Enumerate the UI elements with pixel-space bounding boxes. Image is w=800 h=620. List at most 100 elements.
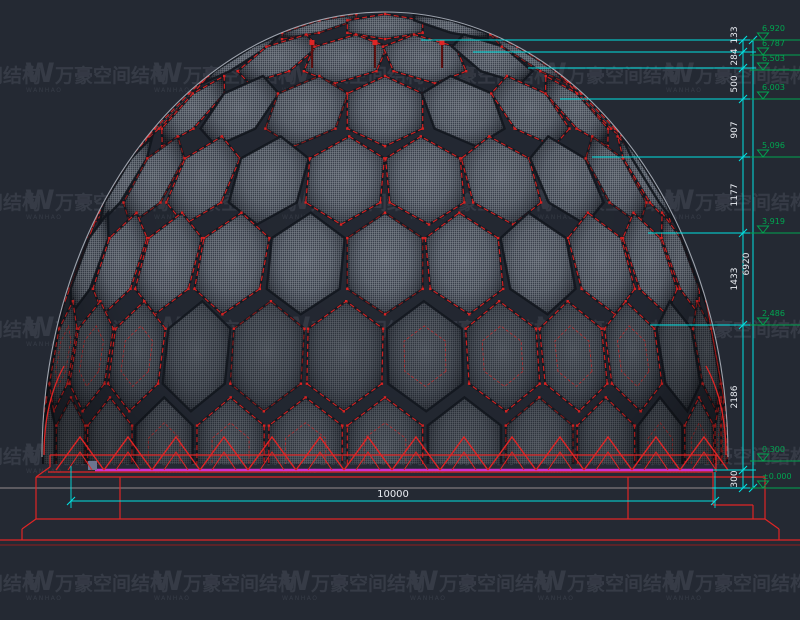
elevation-flag: 6.787 (750, 39, 800, 56)
brace-triangle (247, 435, 297, 471)
watermark-company-text: 万豪空间结构 (0, 572, 41, 595)
brace-triangle (631, 435, 681, 471)
watermark-logo-subtext: WANHAO (154, 595, 190, 602)
brace-triangle-inner (259, 451, 285, 471)
watermark-logo-subtext: WANHAO (538, 595, 574, 602)
elevation-label: ±0.000 (762, 472, 792, 481)
overall-height-label: 6920 (742, 252, 752, 275)
apex-node (309, 40, 315, 45)
dimension-label: 284 (730, 48, 740, 65)
watermark-logo-icon: W (665, 58, 695, 89)
dome-silhouette (41, 11, 729, 458)
watermark-logo-subtext: WANHAO (282, 595, 318, 602)
watermark-company-text: 万豪空间结构 (438, 572, 553, 595)
watermark-company-text: 万豪空间结构 (182, 572, 297, 595)
elevation-triangle-icon (756, 62, 770, 71)
elevation-flags: 6.920 6.787 6.503 6.003 5.096 3.919 2.486 0.300… (750, 24, 800, 489)
elevation-triangle-icon (756, 453, 770, 462)
brace-triangle-inner (115, 451, 141, 471)
elevation-flag: 6.003 (750, 83, 800, 100)
dimension-label: 1433 (730, 268, 740, 291)
dimension-label: 500 (730, 75, 740, 92)
brace-triangle-inner (163, 451, 189, 471)
watermark-logo-icon: W (25, 185, 55, 216)
elevation-triangle-icon (756, 149, 770, 158)
watermark-company-text: 万豪空间结构 (694, 191, 800, 214)
watermark-logo-subtext: WANHAO (26, 341, 62, 348)
brace-triangle-inner (595, 451, 621, 471)
watermark-logo-subtext: WANHAO (26, 214, 62, 221)
brace-triangle-inner (307, 451, 333, 471)
dimension-label: 300 (730, 470, 740, 487)
base-braces (55, 435, 729, 471)
elevation-flag: 3.919 (750, 217, 800, 234)
apex-node (372, 40, 378, 45)
brace-triangle (103, 435, 153, 471)
brace-triangle-inner (691, 451, 717, 471)
elevation-label: 5.096 (762, 141, 785, 150)
watermark-logo-icon: W (409, 566, 439, 597)
brace-triangle (55, 435, 105, 471)
watermark-company-text: 万豪空间结构 (0, 445, 41, 468)
dimension-label: 2186 (730, 385, 740, 408)
elevation-label: 6.920 (762, 24, 785, 33)
watermark-company-text: 万豪空间结构 (694, 318, 800, 341)
brace-triangle-inner (451, 451, 477, 471)
dome-structure (42, 12, 728, 464)
brace-triangle (535, 435, 585, 471)
brace-triangle-inner (547, 451, 573, 471)
elevation-triangle-icon (756, 225, 770, 234)
watermark-logo-subtext: WANHAO (410, 595, 446, 602)
watermark-company-text: 万豪空间结构 (0, 191, 41, 214)
elevation-label: 6.503 (762, 54, 785, 63)
watermark-logo-subtext: WANHAO (666, 214, 702, 221)
watermark-company-text: 万豪空间结构 (54, 572, 169, 595)
watermark-logo-subtext: WANHAO (26, 595, 62, 602)
overall-width-label: 10000 (377, 489, 409, 500)
watermark-logo-icon: W (153, 566, 183, 597)
elevation-triangle-icon (756, 480, 770, 489)
brace-triangle-inner (403, 451, 429, 471)
elevation-triangle-icon (756, 32, 770, 41)
watermark-company-text: 万豪空间结构 (694, 572, 800, 595)
brace-triangle (151, 435, 201, 471)
watermark-company-text: 万豪空间结构 (566, 572, 681, 595)
dimension-annotations: 133 284 500 907 1177 1433 2186 300 6920 10000 (66, 26, 758, 508)
watermark-logo-icon: W (153, 58, 183, 89)
elevation-label: 2.486 (762, 309, 785, 318)
elevation-triangle-icon (756, 91, 770, 100)
watermark-logo-icon: W (665, 566, 695, 597)
brace-triangle-inner (67, 451, 93, 471)
dimension-label: 907 (730, 121, 740, 138)
apex-node (439, 40, 445, 45)
watermark-logo-icon: W (281, 566, 311, 597)
brace-triangle (487, 435, 537, 471)
watermark-company-text: 万豪空间结构 (310, 572, 425, 595)
watermark-company-text: 万豪空间结构 (566, 64, 681, 87)
dimension-label: 1177 (730, 184, 740, 207)
brace-triangle-inner (211, 451, 237, 471)
brace-triangle (439, 435, 489, 471)
watermark-logo-icon: W (25, 312, 55, 343)
elevation-flag: 6.503 (750, 54, 800, 71)
watermark-logo-subtext: WANHAO (666, 595, 702, 602)
brace-triangle (343, 435, 393, 471)
dimension-label: 133 (730, 26, 740, 43)
brace-triangle (199, 435, 249, 471)
watermark-logo-subtext: WANHAO (154, 87, 190, 94)
brace-triangle (679, 435, 729, 471)
watermark-company-text: 万豪空间结构 (0, 318, 41, 341)
elevation-triangle-icon (756, 317, 770, 326)
brace-triangle-inner (355, 451, 381, 471)
